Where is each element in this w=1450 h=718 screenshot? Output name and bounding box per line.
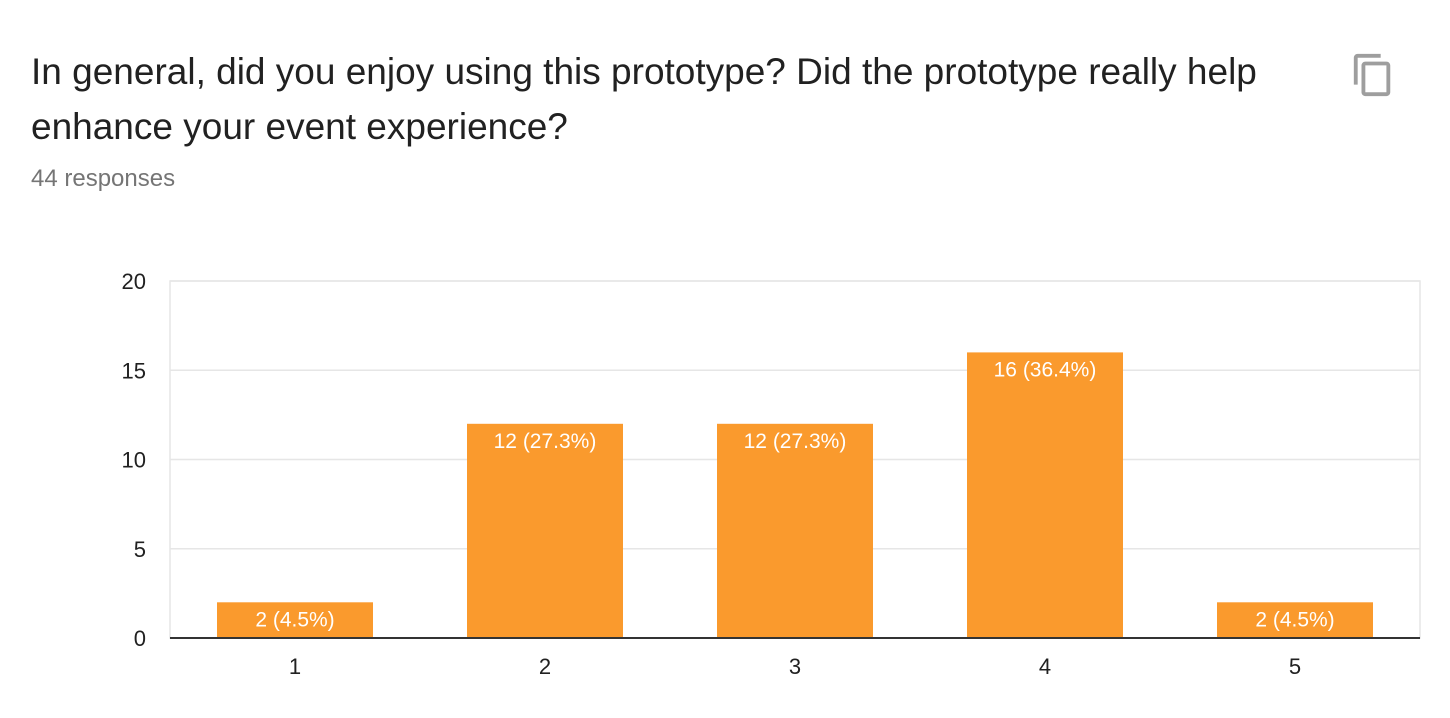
y-tick-label: 20 (122, 269, 146, 294)
bar-1[interactable] (217, 602, 373, 638)
question-title: In general, did you enjoy using this pro… (31, 51, 1257, 147)
y-tick-label: 5 (134, 537, 146, 562)
y-tick-label: 15 (122, 358, 146, 383)
response-count: 44 responses (31, 165, 176, 192)
x-tick-label: 5 (1289, 654, 1301, 679)
bar-4[interactable] (967, 352, 1123, 638)
bar-data-label: 2 (4.5%) (1255, 608, 1334, 631)
x-tick-label: 2 (539, 654, 551, 679)
chart-axes: 0 5 10 15 20 1 2 3 4 5 (122, 269, 1420, 679)
copy-chart-button[interactable] (1350, 52, 1396, 98)
bar-2[interactable] (467, 423, 623, 638)
chart-bars: 2 (4.5%) 12 (27.3%) 12 (27.3%) 16 (36.4%) 2 … (217, 352, 1373, 638)
x-tick-label: 3 (789, 654, 801, 679)
bar-data-label: 16 (36.4%) (994, 358, 1097, 381)
y-tick-label: 0 (134, 626, 146, 651)
bar-3[interactable] (717, 423, 873, 638)
y-tick-label: 10 (122, 448, 146, 473)
x-tick-label: 4 (1039, 654, 1051, 679)
bar-data-label: 12 (27.3%) (494, 430, 597, 453)
bar-data-label: 2 (4.5%) (255, 608, 334, 631)
x-tick-label: 1 (289, 654, 301, 679)
bar-data-label: 12 (27.3%) (744, 430, 847, 453)
copy-icon (1353, 53, 1391, 97)
bar-5[interactable] (1217, 602, 1373, 638)
